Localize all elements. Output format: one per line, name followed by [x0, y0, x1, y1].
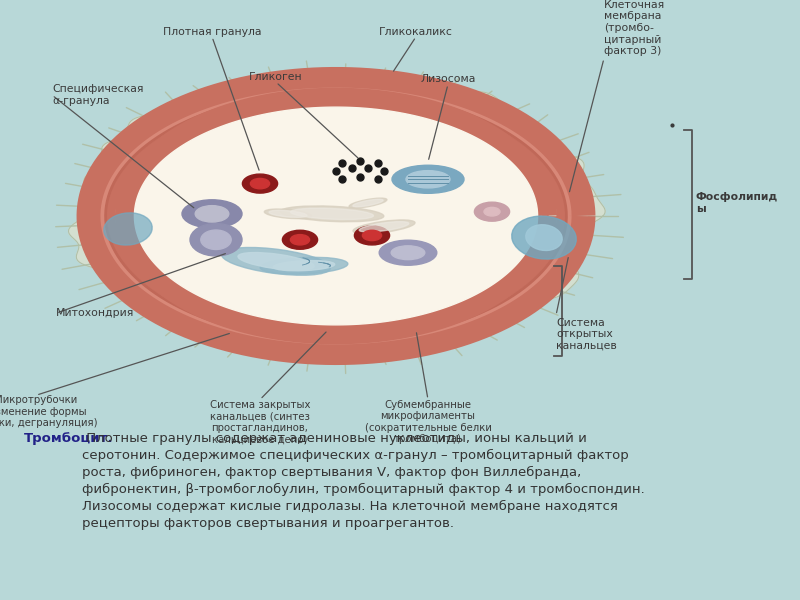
Ellipse shape [190, 224, 242, 256]
Text: Система
открытых
канальцев: Система открытых канальцев [556, 317, 617, 351]
Circle shape [290, 235, 310, 245]
Polygon shape [69, 74, 605, 362]
Text: Лизосома: Лизосома [420, 74, 476, 84]
Ellipse shape [391, 246, 425, 260]
Text: Тромбоцит.: Тромбоцит. [24, 432, 114, 445]
Ellipse shape [359, 221, 409, 232]
Ellipse shape [274, 260, 334, 271]
Ellipse shape [104, 213, 152, 245]
Text: Фосфолипид
ы: Фосфолипид ы [696, 192, 778, 214]
Text: Плотная гранула: Плотная гранула [162, 27, 262, 37]
Ellipse shape [222, 247, 330, 275]
Ellipse shape [182, 200, 242, 228]
Circle shape [242, 174, 278, 193]
Text: Гликоген: Гликоген [249, 72, 303, 82]
Text: Система закрытых
канальцев (синтез
простагландинов,
кальциевое депо): Система закрытых канальцев (синтез прост… [210, 400, 310, 445]
Circle shape [484, 208, 500, 216]
Circle shape [474, 202, 510, 221]
Text: Специфическая
α-гранула: Специфическая α-гранула [52, 84, 143, 106]
Circle shape [250, 178, 270, 189]
Ellipse shape [349, 198, 387, 208]
Ellipse shape [195, 206, 229, 222]
Ellipse shape [379, 240, 437, 265]
Circle shape [362, 230, 382, 241]
Text: Плотные гранулы содержат адениновые нуклеотиды, ионы кальций и
серотонин. Содерж: Плотные гранулы содержат адениновые нукл… [82, 432, 644, 530]
Circle shape [282, 230, 318, 249]
Circle shape [354, 226, 390, 245]
Text: Микротрубочки
(изменение формы
клетки, дегрануляция): Микротрубочки (изменение формы клетки, д… [0, 395, 98, 428]
Text: Митохондрия: Митохондрия [56, 308, 134, 318]
Text: Гликокаликс: Гликокаликс [379, 27, 453, 37]
Text: Субмембранные
микрофиламенты
(сократительные белки
тромбоцита): Субмембранные микрофиламенты (сократител… [365, 400, 491, 445]
Polygon shape [134, 107, 538, 325]
Ellipse shape [353, 220, 415, 233]
Ellipse shape [201, 230, 231, 250]
Ellipse shape [526, 225, 562, 250]
Text: Клеточная
мембрана
(тромбо-
цитарный
фактор 3): Клеточная мембрана (тромбо- цитарный фак… [604, 0, 666, 56]
Ellipse shape [512, 216, 576, 259]
Ellipse shape [406, 170, 450, 188]
Ellipse shape [353, 199, 383, 207]
Ellipse shape [290, 208, 374, 220]
Ellipse shape [264, 209, 312, 218]
Ellipse shape [392, 165, 464, 193]
Ellipse shape [280, 206, 384, 222]
Ellipse shape [260, 257, 348, 274]
Ellipse shape [238, 253, 314, 270]
Ellipse shape [269, 211, 307, 217]
